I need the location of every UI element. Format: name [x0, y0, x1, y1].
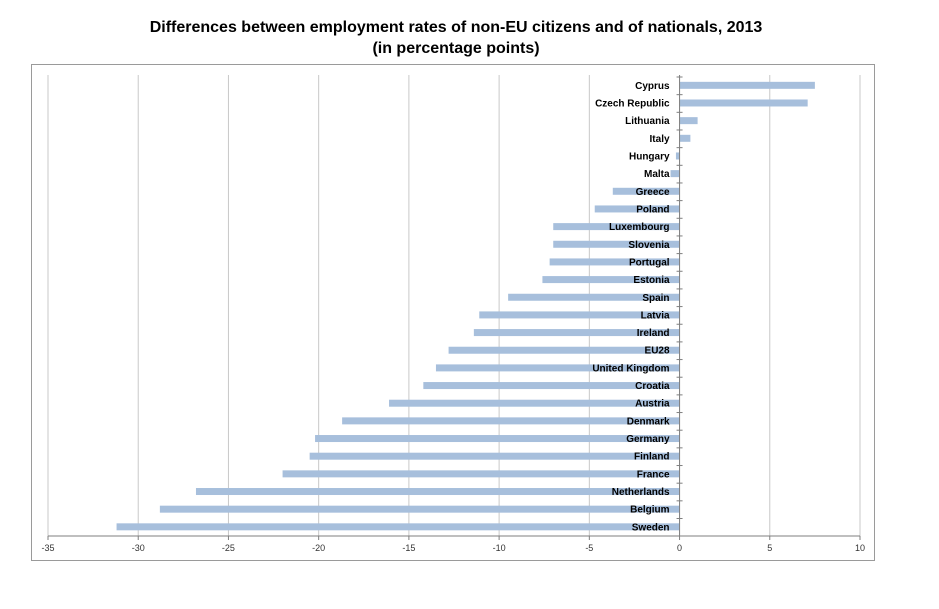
- x-tick-label-5: -10: [493, 543, 506, 553]
- bar-25: [116, 523, 680, 531]
- bar-23: [195, 488, 680, 496]
- x-tick-label-3: -20: [312, 543, 325, 553]
- category-label-0: Cyprus: [635, 81, 670, 92]
- bar-13: [479, 311, 680, 319]
- category-label-7: Poland: [636, 204, 669, 215]
- category-label-12: Spain: [642, 293, 669, 304]
- category-label-1: Czech Republic: [595, 98, 670, 109]
- category-label-23: Netherlands: [612, 487, 670, 498]
- x-tick-label-2: -25: [222, 543, 235, 553]
- bar-11: [542, 276, 680, 284]
- category-label-6: Greece: [636, 187, 670, 198]
- plot-frame: [31, 64, 875, 561]
- category-label-16: United Kingdom: [592, 363, 669, 374]
- bar-19: [342, 417, 680, 425]
- bar-1: [679, 99, 808, 107]
- bar-18: [389, 399, 680, 407]
- bar-9: [553, 240, 680, 248]
- category-label-21: Finland: [634, 452, 670, 463]
- bar-3: [679, 134, 691, 142]
- x-tick-label-7: 0: [677, 543, 682, 553]
- category-label-22: France: [637, 469, 670, 480]
- category-label-24: Belgium: [630, 505, 670, 516]
- bar-17: [423, 382, 680, 390]
- bar-12: [508, 293, 680, 301]
- x-tick-label-8: 5: [767, 543, 772, 553]
- category-label-18: Austria: [635, 399, 670, 410]
- x-tick-label-9: 10: [855, 543, 865, 553]
- bar-6: [612, 187, 680, 195]
- category-label-13: Latvia: [641, 310, 670, 321]
- bar-8: [553, 223, 680, 231]
- category-label-3: Italy: [650, 134, 670, 145]
- chart-title: Differences between employment rates of …: [149, 19, 763, 36]
- category-label-15: EU28: [645, 346, 670, 357]
- bar-10: [549, 258, 680, 266]
- bar-21: [309, 452, 680, 460]
- category-label-20: Germany: [626, 434, 670, 445]
- category-label-25: Sweden: [632, 522, 670, 533]
- bar-2: [679, 117, 698, 125]
- bar-15: [448, 346, 680, 354]
- category-label-5: Malta: [644, 169, 670, 180]
- bar-20: [315, 435, 680, 443]
- bar-16: [435, 364, 680, 372]
- x-tick-label-0: -35: [41, 543, 54, 553]
- bar-7: [594, 205, 680, 213]
- bar-0: [679, 81, 815, 89]
- category-label-4: Hungary: [629, 151, 670, 162]
- category-label-19: Denmark: [627, 416, 670, 427]
- chart-subtitle: (in percentage points): [372, 40, 540, 57]
- x-tick-label-6: -5: [585, 543, 593, 553]
- bar-5: [670, 170, 680, 178]
- x-tick-label-4: -15: [402, 543, 415, 553]
- category-label-14: Ireland: [637, 328, 670, 339]
- x-tick-label-1: -30: [132, 543, 145, 553]
- category-label-8: Luxembourg: [609, 222, 670, 233]
- category-label-17: Croatia: [635, 381, 670, 392]
- category-label-2: Lithuania: [625, 116, 670, 127]
- bar-22: [282, 470, 680, 478]
- category-label-11: Estonia: [633, 275, 670, 286]
- bar-14: [473, 329, 680, 337]
- category-label-10: Portugal: [629, 257, 670, 268]
- category-label-9: Slovenia: [628, 240, 670, 251]
- bar-24: [159, 505, 680, 513]
- bar-4: [675, 152, 680, 160]
